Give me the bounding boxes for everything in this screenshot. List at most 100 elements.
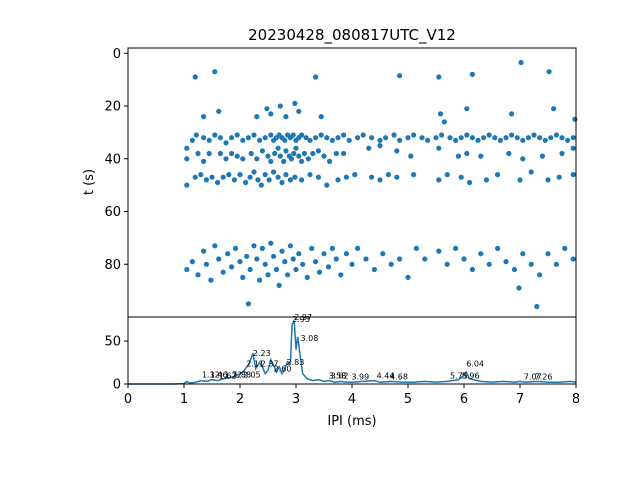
scatter-point xyxy=(433,135,439,141)
scatter-point xyxy=(495,245,501,251)
peak-label: 4.44 xyxy=(377,372,395,381)
scatter-point xyxy=(369,174,375,180)
scatter-point xyxy=(425,137,431,143)
scatter-point xyxy=(279,179,285,186)
scatter-point xyxy=(383,135,389,141)
scatter-point xyxy=(299,158,305,164)
scatter-point xyxy=(391,132,397,138)
peak-label: 4.68 xyxy=(390,372,408,381)
scatter-point xyxy=(272,150,278,157)
scatter-point xyxy=(461,256,467,262)
scatter-point xyxy=(518,59,524,66)
scatter-point xyxy=(201,135,207,141)
peak-label: 2.60 xyxy=(274,365,292,374)
scatter-point xyxy=(240,274,246,280)
scatter-point xyxy=(437,111,444,117)
scatter-point xyxy=(307,137,313,143)
chart-title: 20230428_080817UTC_V12 xyxy=(248,26,456,45)
peak-label: 2.83 xyxy=(287,358,305,367)
scatter-point xyxy=(517,177,523,183)
scatter-point xyxy=(293,145,299,151)
scatter-point xyxy=(212,243,218,249)
scatter-point xyxy=(201,248,207,254)
scatter-point xyxy=(343,174,349,180)
scatter-point xyxy=(397,137,403,143)
scatter-point xyxy=(475,137,481,143)
scatter-point xyxy=(447,135,453,141)
scatter-point xyxy=(537,272,543,278)
scatter-point xyxy=(419,135,425,141)
histogram-plot-frame xyxy=(127,316,577,385)
scatter-point xyxy=(220,174,226,180)
scatter-point xyxy=(223,156,229,162)
scatter-point xyxy=(262,135,268,141)
scatter-point xyxy=(486,261,492,267)
scatter-point xyxy=(520,251,526,257)
peak-label: 5.96 xyxy=(462,372,480,381)
scatter-point xyxy=(248,150,254,157)
scatter-point xyxy=(366,145,372,151)
scatter-point xyxy=(570,172,576,178)
scatter-point xyxy=(436,248,442,254)
scatter-point xyxy=(287,243,293,249)
scatter-point xyxy=(333,256,339,262)
scatter-point xyxy=(245,135,251,141)
histogram-x-tick-label: 4 xyxy=(348,392,356,407)
peak-label: 2.97 xyxy=(294,313,312,322)
scatter-point xyxy=(281,158,287,164)
scatter-point xyxy=(315,148,321,154)
scatter-point xyxy=(283,172,289,178)
scatter-point xyxy=(572,116,578,122)
scatter-point xyxy=(313,74,319,80)
scatter-point xyxy=(299,132,305,138)
scatter-point xyxy=(511,266,517,273)
scatter-point xyxy=(453,245,459,251)
scatter-point xyxy=(478,251,484,257)
scatter-point xyxy=(514,135,520,141)
histogram-x-tick-label: 1 xyxy=(180,392,188,407)
scatter-point xyxy=(232,245,239,251)
scatter-point xyxy=(255,177,261,183)
scatter-point xyxy=(301,150,307,157)
histogram-peak-labels: 1.321.461.621.721.882.05 2.11 2.23 2.372.60… xyxy=(202,313,553,381)
peak-label: 6.04 xyxy=(466,360,484,369)
histogram-plot: 1.321.461.621.721.882.05 2.11 2.23 2.372.60… xyxy=(104,313,580,429)
scatter-point xyxy=(189,259,195,265)
scatter-point xyxy=(184,182,190,188)
scatter-point xyxy=(570,145,576,151)
scatter-point xyxy=(411,172,417,178)
scatter-point xyxy=(201,158,207,164)
scatter-point xyxy=(405,135,411,141)
histogram-x-tick-label: 6 xyxy=(460,392,468,407)
peak-label: 7.26 xyxy=(535,372,553,381)
scatter-point xyxy=(225,251,231,257)
histogram-x-tick-label: 8 xyxy=(572,392,580,407)
scatter-point xyxy=(296,251,302,257)
scatter-point xyxy=(363,256,369,262)
scatter-point xyxy=(271,253,277,259)
scatter-point xyxy=(546,69,552,75)
scatter-point xyxy=(234,153,240,159)
scatter-point xyxy=(277,153,283,159)
scatter-point xyxy=(268,158,274,164)
scatter-point xyxy=(539,153,546,159)
peak-label: 2.93 xyxy=(292,315,310,324)
scatter-point xyxy=(495,172,501,178)
scatter-point xyxy=(525,135,532,141)
scatter-point xyxy=(565,137,571,143)
histogram-line xyxy=(128,320,577,385)
scatter-point xyxy=(352,172,358,178)
scatter-point xyxy=(203,177,209,183)
scatter-point xyxy=(265,153,271,159)
scatter-point xyxy=(212,132,218,138)
scatter-point xyxy=(341,150,347,157)
scatter-point xyxy=(277,103,283,109)
scatter-point xyxy=(542,137,548,143)
scatter-point xyxy=(206,137,212,143)
histogram-x-tick-label: 5 xyxy=(404,392,412,407)
scatter-point xyxy=(439,132,445,138)
scatter-point xyxy=(216,108,222,114)
scatter-point xyxy=(321,153,327,159)
scatter-point xyxy=(282,259,288,265)
scatter-point xyxy=(247,174,253,180)
